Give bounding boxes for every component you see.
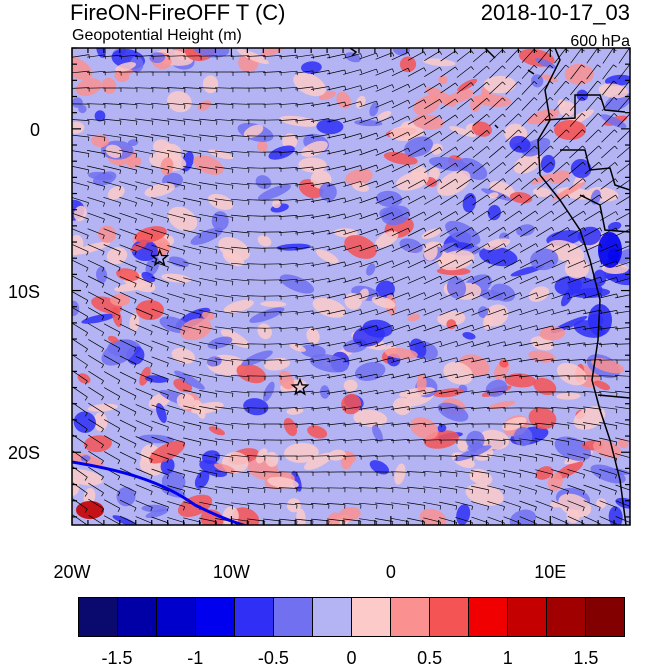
map-panel [0, 0, 650, 600]
colorbar-swatch [430, 598, 469, 636]
x-tick-label: 10W [213, 562, 250, 583]
y-tick-label: 20S [8, 443, 40, 464]
colorbar-label: 0.5 [417, 648, 442, 669]
colorbar-swatch [547, 598, 586, 636]
colorbar-swatch [586, 598, 624, 636]
colorbar-swatch [79, 598, 118, 636]
colorbar-label: -1 [187, 648, 203, 669]
colorbar-label: 0 [346, 648, 356, 669]
colorbar-label: -1.5 [102, 648, 133, 669]
colorbar-swatch [235, 598, 274, 636]
colorbar-swatch [352, 598, 391, 636]
colorbar-label: 1 [503, 648, 513, 669]
x-tick-label: 20W [53, 562, 90, 583]
colorbar-swatch [196, 598, 235, 636]
colorbar-label: -0.5 [258, 648, 289, 669]
y-tick-label: 0 [30, 120, 40, 141]
colorbar-swatch [313, 598, 352, 636]
colorbar-swatch [157, 598, 196, 636]
x-tick-label: 0 [386, 562, 396, 583]
colorbar-swatch [508, 598, 547, 636]
colorbar-label: 1.5 [573, 648, 598, 669]
colorbar [78, 597, 625, 637]
colorbar-swatch [274, 598, 313, 636]
colorbar-swatch [118, 598, 157, 636]
colorbar-swatch [391, 598, 430, 636]
y-tick-label: 10S [8, 282, 40, 303]
colorbar-swatch [469, 598, 508, 636]
x-tick-label: 10E [534, 562, 566, 583]
